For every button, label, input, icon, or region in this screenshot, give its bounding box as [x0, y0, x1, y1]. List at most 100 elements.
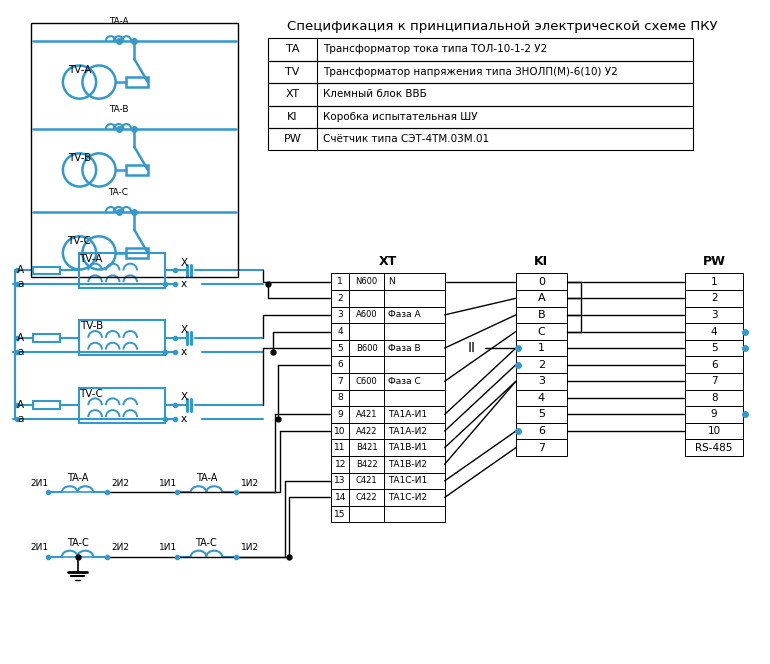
Bar [126, 165, 148, 175]
Text: Фаза A: Фаза A [388, 310, 420, 319]
Text: Счётчик типа СЭТ-4ТМ.03М.01: Счётчик типа СЭТ-4ТМ.03М.01 [323, 134, 489, 144]
Bar [516, 440, 567, 456]
Bar [516, 307, 567, 323]
Bar [268, 83, 692, 106]
Text: TA-A: TA-A [109, 17, 129, 26]
Text: ТА1В-И2: ТА1В-И2 [388, 459, 427, 469]
Text: x: x [181, 414, 187, 424]
Text: 2И2: 2И2 [112, 543, 129, 552]
Text: 3: 3 [711, 310, 718, 320]
Bar [685, 323, 743, 340]
Text: 1: 1 [537, 343, 544, 353]
Bar [331, 489, 444, 506]
Bar [685, 357, 743, 373]
Text: A: A [17, 266, 24, 276]
Bar [79, 320, 166, 355]
Text: 7: 7 [537, 443, 545, 453]
Text: 2: 2 [537, 360, 545, 370]
Bar [268, 38, 692, 60]
Bar [79, 253, 166, 288]
Text: a: a [17, 279, 23, 289]
Bar [685, 290, 743, 307]
Text: TV: TV [285, 67, 300, 77]
Text: 8: 8 [711, 393, 718, 403]
Text: 15: 15 [334, 509, 346, 519]
Text: a: a [17, 414, 23, 424]
Text: Спецификация к принципиальной электрической схеме ПКУ: Спецификация к принципиальной электричес… [287, 20, 718, 33]
Text: B600: B600 [356, 343, 377, 353]
Text: TA-A: TA-A [196, 473, 217, 483]
Bar [331, 440, 444, 456]
Bar [331, 307, 444, 323]
Text: TV-C: TV-C [68, 236, 92, 246]
Text: B421: B421 [356, 443, 377, 452]
Text: TV-C: TV-C [79, 388, 103, 398]
Text: C422: C422 [356, 493, 377, 502]
Text: TV-A: TV-A [68, 65, 91, 75]
Text: KI: KI [287, 112, 297, 122]
Text: X: X [181, 325, 188, 335]
Text: RS-485: RS-485 [695, 443, 733, 453]
Text: X: X [181, 258, 188, 268]
Text: 7: 7 [711, 376, 718, 386]
Text: 1И2: 1И2 [240, 479, 259, 488]
Text: TA-A: TA-A [67, 473, 89, 483]
Text: ТА1А-И2: ТА1А-И2 [388, 426, 427, 436]
Text: 11: 11 [334, 443, 346, 452]
Text: TV-B: TV-B [68, 153, 91, 163]
Text: 2И1: 2И1 [30, 543, 49, 552]
Bar [516, 323, 567, 340]
Text: 2И2: 2И2 [112, 479, 129, 488]
Text: 10: 10 [334, 426, 346, 436]
Text: 1И1: 1И1 [159, 543, 177, 552]
Bar [32, 266, 60, 274]
Text: 14: 14 [334, 493, 346, 502]
Bar [685, 373, 743, 390]
Text: PW: PW [703, 255, 725, 268]
Bar [516, 274, 567, 290]
Text: 5: 5 [537, 410, 544, 420]
Text: XT: XT [285, 89, 300, 100]
Bar [516, 390, 567, 406]
Text: 13: 13 [334, 476, 346, 485]
Text: x: x [181, 279, 187, 289]
Text: 9: 9 [711, 410, 718, 420]
Bar [685, 340, 743, 357]
Text: 6: 6 [711, 360, 718, 370]
Bar [331, 323, 444, 340]
Text: 0: 0 [537, 277, 544, 287]
Bar [516, 340, 567, 357]
Text: Клемный блок ВВБ: Клемный блок ВВБ [323, 89, 427, 100]
Bar [331, 290, 444, 307]
Bar [331, 357, 444, 373]
Text: 10: 10 [708, 426, 721, 436]
Text: 4: 4 [711, 327, 718, 337]
Bar [331, 473, 444, 489]
Text: x: x [181, 347, 187, 357]
Text: 5: 5 [711, 343, 718, 353]
Text: N600: N600 [356, 278, 377, 286]
Bar [331, 406, 444, 423]
Bar [331, 423, 444, 440]
Text: Фаза C: Фаза C [388, 376, 420, 386]
Text: 9: 9 [337, 410, 343, 419]
Bar [685, 440, 743, 456]
Bar [32, 334, 60, 342]
Text: ТА1В-И1: ТА1В-И1 [388, 443, 427, 452]
Text: TA: TA [286, 44, 299, 54]
Text: 5: 5 [337, 343, 343, 353]
Text: TA-B: TA-B [109, 105, 129, 114]
Text: ТА1С-И1: ТА1С-И1 [388, 476, 427, 485]
Text: XT: XT [379, 255, 397, 268]
Text: 8: 8 [337, 393, 343, 402]
Bar [31, 23, 238, 278]
Text: A: A [537, 293, 545, 303]
Bar [79, 388, 166, 423]
Text: 3: 3 [537, 376, 544, 386]
Text: A: A [17, 333, 24, 343]
Bar [331, 340, 444, 357]
Text: Коробка испытательная ШУ: Коробка испытательная ШУ [323, 112, 477, 122]
Text: TA-C: TA-C [67, 538, 89, 548]
Text: B: B [537, 310, 545, 320]
Text: a: a [17, 347, 23, 357]
